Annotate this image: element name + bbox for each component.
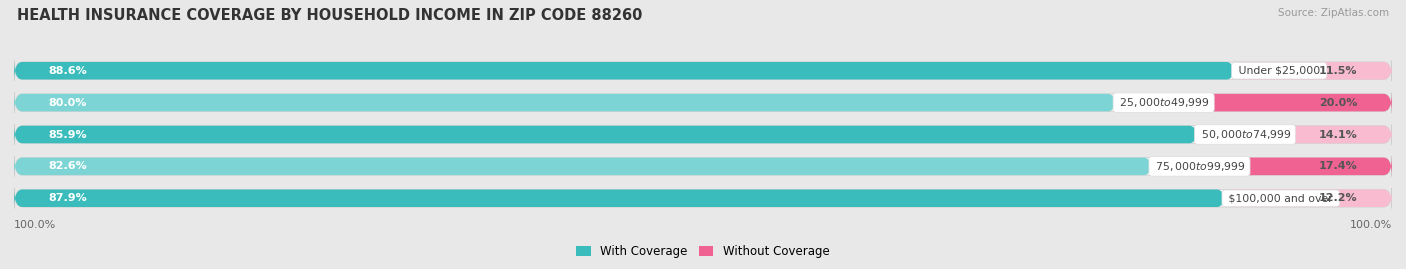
FancyBboxPatch shape	[14, 92, 1392, 113]
Text: 88.6%: 88.6%	[48, 66, 87, 76]
Text: 80.0%: 80.0%	[48, 98, 87, 108]
Text: 14.1%: 14.1%	[1319, 129, 1358, 140]
Text: 100.0%: 100.0%	[1350, 220, 1392, 230]
FancyBboxPatch shape	[1198, 124, 1392, 145]
Text: $25,000 to $49,999: $25,000 to $49,999	[1116, 96, 1211, 109]
FancyBboxPatch shape	[14, 156, 1392, 177]
FancyBboxPatch shape	[14, 60, 1234, 81]
Text: 20.0%: 20.0%	[1319, 98, 1358, 108]
FancyBboxPatch shape	[14, 156, 1152, 177]
FancyBboxPatch shape	[14, 124, 1198, 145]
FancyBboxPatch shape	[1233, 60, 1392, 81]
Legend: With Coverage, Without Coverage: With Coverage, Without Coverage	[572, 240, 834, 263]
FancyBboxPatch shape	[14, 124, 1392, 145]
FancyBboxPatch shape	[1223, 188, 1392, 209]
Text: $75,000 to $99,999: $75,000 to $99,999	[1152, 160, 1247, 173]
Text: HEALTH INSURANCE COVERAGE BY HOUSEHOLD INCOME IN ZIP CODE 88260: HEALTH INSURANCE COVERAGE BY HOUSEHOLD I…	[17, 8, 643, 23]
Text: 11.5%: 11.5%	[1319, 66, 1358, 76]
FancyBboxPatch shape	[1152, 156, 1392, 177]
Text: 87.9%: 87.9%	[48, 193, 87, 203]
FancyBboxPatch shape	[14, 188, 1392, 209]
Text: 85.9%: 85.9%	[48, 129, 87, 140]
Text: Source: ZipAtlas.com: Source: ZipAtlas.com	[1278, 8, 1389, 18]
Text: $50,000 to $74,999: $50,000 to $74,999	[1198, 128, 1292, 141]
Text: 100.0%: 100.0%	[14, 220, 56, 230]
Text: $100,000 and over: $100,000 and over	[1225, 193, 1336, 203]
Text: Under $25,000: Under $25,000	[1234, 66, 1323, 76]
Text: 17.4%: 17.4%	[1319, 161, 1358, 171]
FancyBboxPatch shape	[14, 188, 1225, 209]
FancyBboxPatch shape	[14, 92, 1116, 113]
FancyBboxPatch shape	[1116, 92, 1392, 113]
Text: 82.6%: 82.6%	[48, 161, 87, 171]
FancyBboxPatch shape	[14, 60, 1392, 81]
Text: 12.2%: 12.2%	[1319, 193, 1358, 203]
